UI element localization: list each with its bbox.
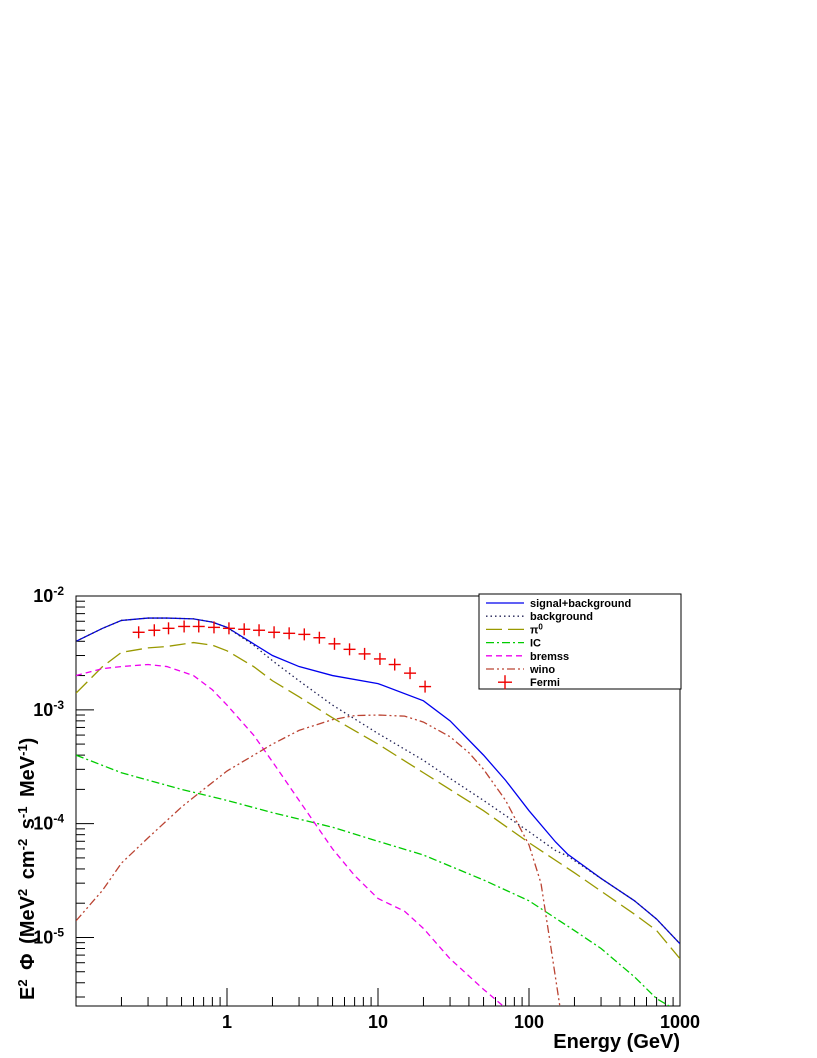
svg-text:signal+background: signal+background: [530, 598, 631, 610]
fermi-point: [404, 667, 417, 680]
fermi-point: [192, 620, 205, 633]
legend-item-fermi: Fermi: [498, 675, 560, 690]
svg-text:wino: wino: [529, 664, 555, 676]
series-line-ic: [76, 754, 671, 1006]
fermi-point: [178, 620, 191, 633]
y-label-units-close: ): [17, 738, 39, 745]
fermi-point: [373, 652, 386, 665]
fermi-point: [298, 628, 311, 641]
x-axis-label: Energy (GeV): [553, 1031, 680, 1053]
y-tick-label: 10-5: [33, 925, 64, 947]
fermi-point: [419, 680, 432, 693]
fermi-point: [162, 622, 175, 635]
series-line-bremss: [76, 663, 505, 1006]
fermi-point: [148, 624, 161, 637]
legend: signal+backgroundbackgroundπ0ICbremsswin…: [478, 593, 682, 690]
y-label-units-sup1: 2: [15, 889, 30, 896]
svg-text:bremss: bremss: [530, 651, 569, 663]
legend-item-4: bremss: [486, 651, 569, 663]
fermi-point: [238, 623, 251, 636]
y-label-units-s: s: [17, 818, 39, 829]
fermi-point: [313, 631, 326, 644]
series-line--0: [76, 641, 680, 960]
series-line-signal-background: [76, 617, 680, 945]
svg-text:background: background: [530, 611, 593, 623]
y-tick-label: 10-4: [33, 812, 64, 834]
y-axis-label: E2 Φ (MeV2 cm-2 s-1 MeV-1): [15, 738, 40, 1000]
fermi-point: [222, 622, 235, 635]
y-label-symbol: Φ: [17, 953, 39, 969]
y-label-units-sup4: -1: [15, 744, 30, 756]
svg-text:E2 Φ (MeV2 c: E2 Φ (MeV2 cm-2 s-1 MeV-1): [15, 738, 40, 1000]
x-tick-label: 1: [222, 1012, 232, 1032]
legend-item-3: IC: [486, 638, 541, 650]
legend-box: [478, 593, 682, 690]
axis-ticks: [75, 595, 681, 1006]
y-tick-label: 10-2: [33, 584, 64, 606]
legend-item-1: background: [486, 611, 593, 623]
series-lines: [76, 617, 680, 1006]
svg-text:π0: π0: [530, 622, 543, 637]
fermi-point: [343, 643, 356, 656]
fermi-point: [283, 627, 296, 640]
svg-text:IC: IC: [530, 638, 541, 650]
fermi-point: [268, 626, 281, 639]
y-label-units-sup3: -1: [15, 807, 30, 819]
fermi-point: [132, 626, 145, 639]
series-line-background: [76, 617, 680, 945]
legend-item-0: signal+background: [486, 598, 631, 610]
y-label-base: E: [17, 987, 39, 1000]
fermi-point: [328, 637, 341, 650]
y-label-base-sup: 2: [15, 979, 30, 986]
legend-item-5: wino: [486, 664, 555, 676]
series-line-wino: [76, 714, 561, 1006]
fermi-point: [388, 658, 401, 671]
x-tick-label: 100: [514, 1012, 544, 1032]
fermi-point: [253, 624, 266, 637]
tick-labels: 1 10 100 1000 10-2 10-3 10-4 10-5: [33, 584, 700, 1032]
y-label-units-open: (MeV: [17, 895, 39, 943]
y-label-units-cm: cm: [17, 850, 39, 879]
y-tick-label: 10-3: [33, 698, 64, 720]
x-tick-label: 10: [368, 1012, 388, 1032]
y-label-units-mev: MeV: [17, 755, 39, 797]
fermi-point: [207, 621, 220, 634]
legend-item-2: π0: [486, 622, 543, 637]
svg-text:Fermi: Fermi: [530, 677, 560, 689]
x-tick-label: 1000: [660, 1012, 700, 1032]
fermi-point: [358, 647, 371, 660]
y-label-units-sup2: -2: [15, 839, 30, 851]
fermi-markers: [132, 620, 432, 693]
